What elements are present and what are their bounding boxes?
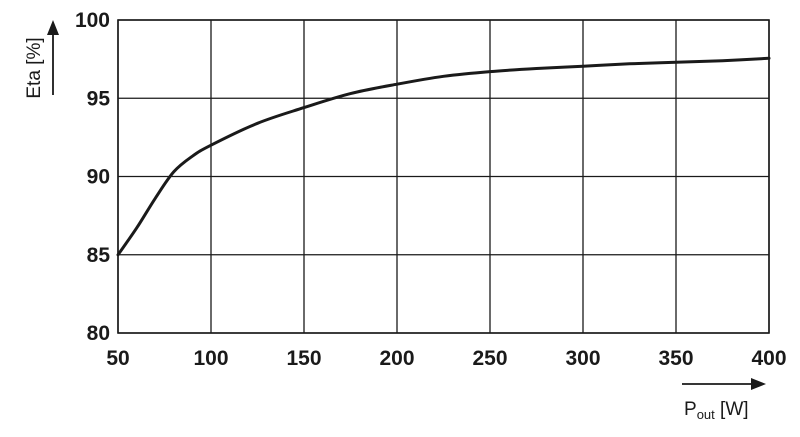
x-axis-label-main: P xyxy=(684,399,697,420)
x-tick-label: 350 xyxy=(658,347,693,370)
x-axis-label-unit: [W] xyxy=(715,399,749,420)
y-tick-label: 90 xyxy=(87,166,110,189)
x-tick-labels: 50 100 150 200 250 300 350 400 xyxy=(106,347,786,370)
x-axis-arrow-head xyxy=(751,378,766,390)
x-tick-label: 250 xyxy=(472,347,507,370)
x-tick-label: 400 xyxy=(751,347,786,370)
x-tick-label: 150 xyxy=(286,347,321,370)
x-tick-label: 300 xyxy=(565,347,600,370)
y-tick-label: 100 xyxy=(75,9,110,32)
x-axis-label-subscript: out xyxy=(697,407,715,422)
x-axis-label: Pout [W] xyxy=(684,399,749,422)
y-tick-label: 80 xyxy=(87,322,110,345)
efficiency-curve xyxy=(116,56,771,257)
y-axis-arrow-head xyxy=(47,20,59,35)
x-axis-label-group: Pout [W] xyxy=(682,378,766,422)
y-tick-label: 95 xyxy=(87,87,111,110)
x-tick-label: 200 xyxy=(379,347,414,370)
y-axis-label-group: Eta [%] xyxy=(24,20,59,99)
plot-frame xyxy=(117,19,770,334)
y-tick-label: 85 xyxy=(87,244,111,267)
x-tick-label: 50 xyxy=(106,347,129,370)
y-tick-labels: 80 85 90 95 100 xyxy=(75,9,110,345)
y-axis-label: Eta [%] xyxy=(24,37,45,98)
x-tick-label: 100 xyxy=(193,347,228,370)
grid xyxy=(117,19,770,334)
